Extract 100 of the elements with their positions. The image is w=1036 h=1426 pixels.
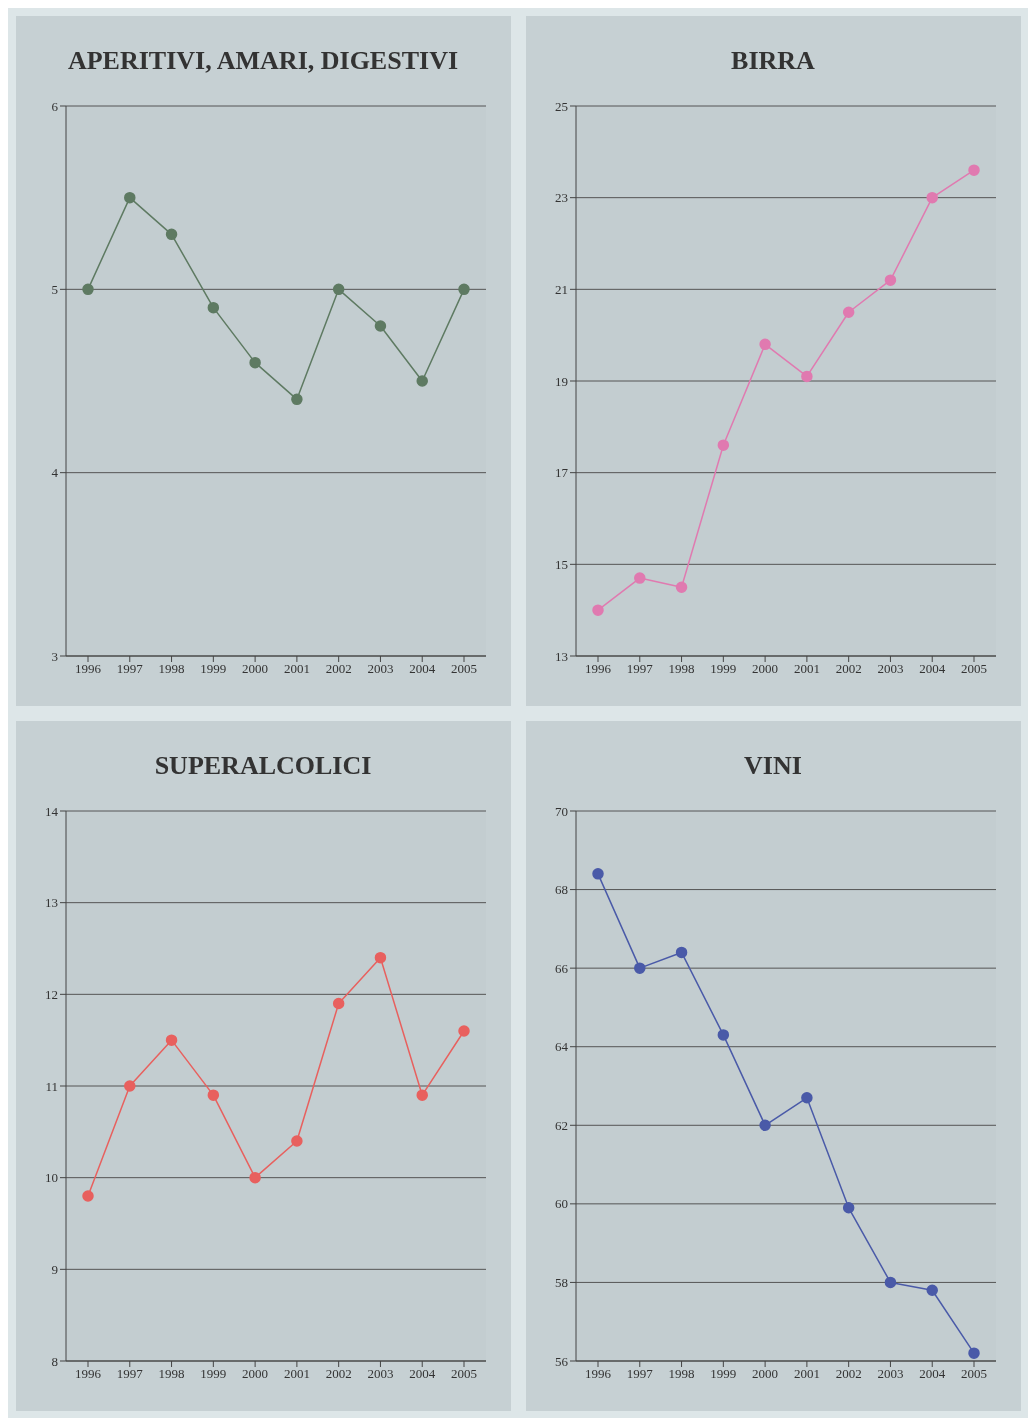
x-tick-label: 1997 (626, 1365, 653, 1381)
x-tick-label: 2000 (751, 1365, 778, 1381)
point (925, 1284, 938, 1296)
point (290, 1134, 303, 1147)
y-tick-label: 68 (554, 881, 568, 897)
point (123, 1079, 136, 1092)
y-tick-label: 23 (554, 189, 568, 205)
y-tick-label: 21 (554, 281, 568, 297)
y-tick-label: 17 (554, 464, 568, 480)
point (81, 1189, 94, 1202)
point (758, 338, 771, 350)
x-tick-label: 2002 (835, 660, 862, 676)
point (374, 951, 386, 963)
x-tick-label: 1999 (199, 1365, 226, 1381)
x-tick-label: 2003 (366, 1365, 393, 1381)
x-tick-label: 2004 (918, 1365, 946, 1381)
y-tick-label: 19 (554, 373, 568, 389)
x-tick-label: 2005 (960, 1365, 987, 1381)
y-tick-label: 25 (554, 98, 568, 114)
y-tick-label: 3 (51, 648, 58, 664)
x-tick-label: 2005 (960, 660, 987, 676)
point (925, 191, 938, 203)
x-tick-label: 1996 (74, 660, 101, 676)
y-tick-label: 8 (51, 1353, 58, 1369)
point (884, 1276, 896, 1288)
y-tick-label: 13 (554, 648, 568, 664)
x-tick-label: 2005 (450, 660, 477, 676)
x-tick-label: 2001 (793, 1365, 820, 1381)
x-tick-label: 2000 (241, 660, 268, 676)
point (884, 273, 896, 286)
point (290, 393, 303, 405)
point (717, 1028, 729, 1041)
y-tick-label: 9 (51, 1261, 58, 1277)
point (591, 603, 604, 616)
point (967, 163, 980, 176)
point (800, 370, 813, 382)
x-tick-label: 1997 (116, 1365, 143, 1381)
y-tick-label: 13 (44, 894, 58, 910)
point (675, 581, 687, 593)
x-tick-label: 1999 (709, 1365, 736, 1381)
point (415, 1088, 428, 1101)
y-tick-label: 70 (554, 803, 568, 819)
x-tick-label: 2004 (918, 660, 946, 676)
point (758, 1119, 771, 1131)
y-tick-label: 62 (554, 1117, 568, 1133)
point (415, 374, 428, 387)
x-tick-label: 2002 (835, 1365, 862, 1381)
x-tick-label: 2003 (366, 660, 393, 676)
x-tick-label: 2005 (450, 1365, 477, 1381)
point (207, 1088, 219, 1101)
x-tick-label: 1997 (626, 660, 653, 676)
x-tick-label: 1997 (116, 660, 143, 676)
x-tick-label: 1998 (668, 1365, 695, 1381)
chart-title: APERITIVI, AMARI, DIGESTIVI (66, 45, 460, 76)
x-tick-label: 1999 (709, 660, 736, 676)
y-tick-label: 58 (554, 1274, 568, 1290)
y-tick-label: 56 (554, 1353, 568, 1369)
x-tick-label: 2003 (876, 660, 903, 676)
point (332, 997, 344, 1009)
x-tick-label: 1996 (584, 660, 611, 676)
x-tick-label: 2002 (325, 660, 352, 676)
x-tick-label: 2002 (325, 1365, 352, 1381)
x-tick-label: 2004 (408, 1365, 436, 1381)
x-tick-label: 1998 (158, 660, 185, 676)
point (457, 1024, 470, 1037)
y-tick-label: 15 (554, 556, 568, 572)
x-tick-label: 1999 (199, 660, 226, 676)
point (967, 1346, 980, 1359)
y-tick-label: 12 (44, 986, 58, 1002)
chart-title: VINI (743, 750, 803, 781)
point (123, 191, 136, 203)
x-tick-label: 2001 (283, 660, 310, 676)
point (591, 867, 604, 880)
point (165, 228, 177, 240)
y-tick-label: 66 (554, 960, 568, 976)
point (248, 1171, 261, 1183)
y-tick-label: 10 (44, 1169, 58, 1185)
y-tick-label: 60 (554, 1195, 568, 1211)
point (717, 438, 729, 451)
x-tick-label: 2000 (241, 1365, 268, 1381)
chart-title: SUPERALCOLICI (153, 750, 373, 781)
x-tick-label: 1998 (158, 1365, 185, 1381)
point (81, 283, 94, 295)
point (842, 306, 854, 318)
x-tick-label: 2001 (793, 660, 820, 676)
chart-title: BIRRA (730, 45, 816, 76)
y-tick-label: 6 (51, 98, 58, 114)
y-tick-label: 4 (51, 464, 58, 480)
x-tick-label: 2000 (751, 660, 778, 676)
point (842, 1201, 854, 1214)
x-tick-label: 2003 (876, 1365, 903, 1381)
y-tick-label: 64 (554, 1038, 568, 1054)
point (457, 283, 470, 295)
point (207, 301, 219, 313)
point (374, 319, 386, 332)
x-tick-label: 2004 (408, 660, 436, 676)
x-tick-label: 1996 (584, 1365, 611, 1381)
point (248, 356, 261, 368)
y-tick-label: 5 (51, 281, 58, 297)
point (633, 571, 646, 584)
